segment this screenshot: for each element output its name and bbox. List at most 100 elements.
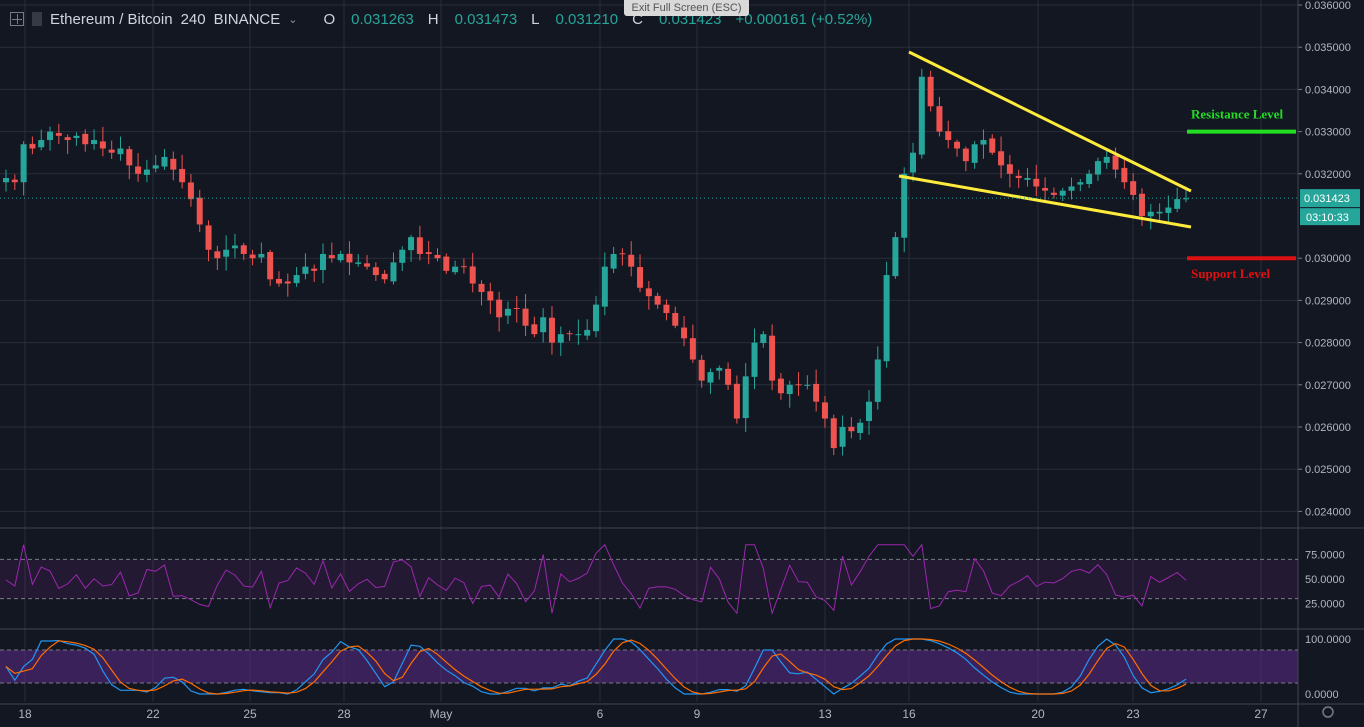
price-tick-label: 0.035000 <box>1305 42 1351 54</box>
candle-body <box>848 426 855 432</box>
candle-body <box>672 313 679 326</box>
candle-body <box>936 106 943 132</box>
candle-body <box>601 266 608 307</box>
candle-body <box>1183 198 1189 200</box>
candle-body <box>1015 175 1022 179</box>
candle-body <box>654 295 661 305</box>
time-tick-label: May <box>430 707 453 721</box>
exchange[interactable]: BINANCE <box>213 10 281 28</box>
candle-body <box>408 237 415 251</box>
price-tick-label: 0.025000 <box>1305 464 1351 476</box>
time-tick-label: 28 <box>337 707 351 721</box>
candle-body <box>751 342 758 377</box>
countdown-label: 03:10:33 <box>1306 212 1349 224</box>
countdown-tag <box>1300 208 1360 226</box>
candle-body <box>504 308 511 316</box>
candle-body <box>240 245 247 254</box>
candle-body <box>531 324 538 335</box>
candle-body <box>478 283 485 292</box>
candle-body <box>346 253 353 263</box>
candle-body <box>742 376 749 419</box>
open-value: 0.031263 <box>351 10 414 28</box>
candle-body <box>434 254 441 259</box>
candle-body <box>320 253 327 271</box>
candle-body <box>777 378 784 394</box>
candle-body <box>725 368 732 385</box>
candle-body <box>399 249 406 263</box>
gear-icon[interactable] <box>1322 706 1334 718</box>
candle-body <box>91 140 98 145</box>
low-label: L <box>531 10 540 28</box>
candle-body <box>390 262 397 282</box>
candle-body <box>249 254 256 259</box>
chart-header: Ethereum / Bitcoin 240 BINANCE ⌄ O 0.0312… <box>10 8 878 30</box>
candle-body <box>566 333 573 335</box>
candle-body <box>152 165 159 169</box>
candle-body <box>540 317 547 333</box>
candle-body <box>469 266 476 284</box>
candle-body <box>707 372 714 383</box>
wedge-lower-trendline <box>898 174 1192 229</box>
support-label: Support Level <box>1191 266 1270 281</box>
stoch-d-line <box>5 638 1187 695</box>
candle-body <box>1042 187 1049 191</box>
candle-body <box>513 307 520 309</box>
stoch-tick-label: 100.0000 <box>1305 634 1351 646</box>
candle-body <box>302 266 309 274</box>
price-tick-label: 0.032000 <box>1305 169 1351 181</box>
time-tick-label: 23 <box>1126 707 1140 721</box>
candle-body <box>1103 156 1110 163</box>
ohlc-values: O 0.031263 H 0.031473 L 0.031210 C 0.031423 … <box>324 11 879 28</box>
candle-body <box>1059 190 1066 196</box>
resistance-label: Resistance Level <box>1191 107 1283 122</box>
candle-body <box>839 427 846 447</box>
price-tick-label: 0.027000 <box>1305 380 1351 392</box>
open-label: O <box>323 10 336 28</box>
candle-body <box>610 253 617 269</box>
candle-body <box>1138 193 1145 216</box>
candle-body <box>918 76 925 155</box>
last-price-tag <box>1300 189 1360 208</box>
candle-body <box>381 273 388 280</box>
interval[interactable]: 240 <box>180 10 206 28</box>
candle-body <box>275 278 282 284</box>
candle-body <box>1050 192 1057 195</box>
symbol-name[interactable]: Ethereum / Bitcoin <box>50 10 173 28</box>
candle-body <box>760 334 767 343</box>
candle-body <box>328 255 335 259</box>
rsi-line <box>5 543 1187 616</box>
candle-body <box>548 317 555 343</box>
candle-body <box>64 137 71 141</box>
candle-body <box>945 131 952 141</box>
crosshair-icon[interactable] <box>10 12 24 26</box>
candle-body <box>1112 155 1119 170</box>
candle-body <box>135 166 142 174</box>
candle-body <box>628 254 635 267</box>
candle-body <box>716 367 723 371</box>
candle-body <box>179 168 186 183</box>
candle-body <box>795 384 802 386</box>
candle-body <box>1006 164 1013 174</box>
close-label: C <box>632 10 643 28</box>
candle-body <box>355 262 362 264</box>
candle-body <box>258 253 265 258</box>
time-tick-label: 20 <box>1031 707 1045 721</box>
candle-body <box>487 291 494 301</box>
wedge-upper-trendline <box>908 50 1192 193</box>
exit-fullscreen-tooltip[interactable]: Exit Full Screen (ESC) <box>624 0 749 16</box>
price-tick-label: 0.028000 <box>1305 338 1351 350</box>
candle-body <box>681 327 688 339</box>
chevron-down-icon[interactable]: ⌄ <box>288 13 298 26</box>
candle-body <box>108 149 115 153</box>
time-tick-label: 25 <box>243 707 257 721</box>
symbol-grip-icon <box>32 12 42 26</box>
candle-body <box>892 237 899 277</box>
candle-body <box>223 249 230 257</box>
candle-body <box>38 140 45 148</box>
stoch-band <box>0 650 1298 683</box>
candle-body <box>496 299 503 318</box>
candle-body <box>663 304 670 314</box>
change-value: +0.000161 (+0.52%) <box>735 10 873 28</box>
candle-body <box>1147 211 1154 217</box>
